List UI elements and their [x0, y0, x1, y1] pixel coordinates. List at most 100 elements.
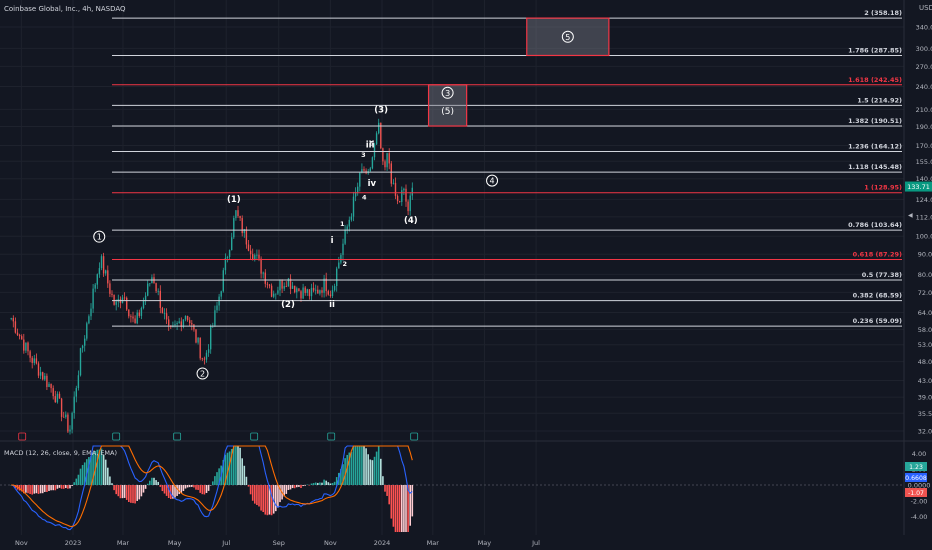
- macd-histogram-bar: [373, 456, 376, 485]
- candle-body: [25, 342, 27, 351]
- wave-label: (2): [281, 300, 295, 310]
- price-axis-label: 190.00: [916, 123, 932, 131]
- macd-histogram-bar: [119, 485, 122, 499]
- macd-histogram-bar: [90, 455, 92, 485]
- macd-histogram-bar: [398, 485, 401, 532]
- candle-body: [35, 358, 38, 364]
- macd-histogram-bar: [136, 485, 138, 501]
- price-axis-label: 58.00: [918, 326, 932, 334]
- earnings-marker[interactable]: [250, 432, 259, 441]
- macd-histogram-bar: [128, 485, 130, 503]
- macd-badge: [905, 462, 927, 471]
- macd-histogram-bar: [342, 464, 344, 485]
- macd-title: MACD (12, 26, close, 9, EMA, EMA): [4, 449, 117, 457]
- candle-body: [184, 315, 187, 320]
- candle-body: [350, 216, 353, 220]
- time-axis-label: Mar: [427, 539, 440, 547]
- macd-histogram-bar: [230, 448, 233, 485]
- candle-body: [98, 268, 101, 275]
- candle-body: [304, 287, 306, 293]
- candle-body: [136, 312, 138, 324]
- candle-body: [296, 288, 298, 293]
- earnings-marker[interactable]: [173, 432, 182, 441]
- candle-body: [264, 272, 266, 284]
- macd-histogram-bar: [46, 485, 48, 492]
- macd-histogram-bar: [329, 483, 332, 485]
- target-box[interactable]: [427, 84, 468, 127]
- candle-body: [310, 287, 313, 297]
- candle-body: [130, 316, 132, 318]
- earnings-marker[interactable]: [410, 432, 419, 441]
- candle-body: [71, 412, 73, 430]
- candle-body: [18, 334, 21, 337]
- macd-histogram-bar: [279, 485, 281, 503]
- macd-histogram-bar: [142, 485, 145, 493]
- macd-histogram-bar: [201, 485, 204, 495]
- macd-histogram-bar: [157, 481, 159, 485]
- candle-body: [31, 357, 33, 363]
- candle-body: [174, 324, 176, 326]
- candle-body: [361, 169, 363, 173]
- wave-label: iii: [366, 141, 375, 151]
- candle-body: [256, 254, 258, 256]
- candle-body: [228, 250, 231, 257]
- macd-histogram-bar: [117, 485, 120, 497]
- macd-axis-label: 4.00: [912, 450, 926, 458]
- fib-level-label: 1.786 (287.85): [848, 46, 902, 54]
- macd-histogram-bar: [386, 485, 388, 496]
- candle-body: [94, 284, 96, 289]
- macd-histogram-bar: [377, 446, 380, 485]
- earnings-marker[interactable]: [112, 432, 121, 441]
- macd-histogram-bar: [325, 480, 327, 485]
- candle-body: [279, 280, 281, 291]
- candle-body: [285, 286, 287, 287]
- candle-body: [56, 393, 59, 403]
- macd-line: [11, 445, 413, 531]
- candle-body: [312, 287, 315, 291]
- macd-axis: 4.002.000.0000-2.00-4.001.230.6608-1.07: [905, 450, 930, 521]
- macd-histogram-bar: [394, 485, 397, 532]
- macd-histogram-bar: [58, 485, 61, 488]
- wave-label: 2: [200, 370, 205, 379]
- candle-body: [289, 278, 292, 289]
- wave-label: ii: [329, 300, 335, 310]
- macd-histogram-bar: [146, 483, 149, 485]
- candle-body: [168, 319, 170, 326]
- target-box-circle: [441, 86, 454, 99]
- price-axis-label: 80.00: [918, 271, 932, 279]
- candle-body: [199, 337, 201, 359]
- macd-histogram-bar: [237, 446, 239, 485]
- macd-histogram-bar: [197, 485, 199, 490]
- candle-body: [138, 312, 140, 316]
- candle-body: [348, 219, 350, 227]
- last-price-badge: [905, 181, 932, 192]
- macd-histogram-bar: [249, 485, 252, 495]
- macd-histogram-bar: [25, 485, 27, 493]
- earnings-marker[interactable]: [18, 432, 27, 441]
- candle-body: [329, 294, 332, 297]
- candle-body: [21, 336, 23, 340]
- macd-axis-label: -4.00: [911, 513, 928, 521]
- macd-histogram-bar: [359, 446, 361, 485]
- macd-histogram-bar: [283, 485, 285, 497]
- macd-histogram-bar: [224, 454, 227, 485]
- candle-body: [270, 285, 273, 297]
- target-box[interactable]: [526, 17, 610, 57]
- fib-level-label: 1.118 (145.48): [848, 163, 902, 171]
- wave-label: (1): [227, 195, 241, 205]
- macd-histogram-bar: [243, 465, 246, 485]
- macd-histogram-bar: [291, 485, 294, 489]
- earnings-marker[interactable]: [327, 432, 336, 441]
- candle-body: [123, 297, 126, 299]
- candle-body: [182, 319, 185, 327]
- macd-histogram-bar: [411, 485, 414, 517]
- candle-body: [60, 398, 63, 417]
- candle-body: [338, 262, 340, 269]
- macd-histogram-bar: [266, 485, 269, 516]
- price-axis-label: 124.00: [916, 196, 932, 204]
- macd-histogram-bar: [388, 485, 390, 505]
- candle-body: [375, 133, 378, 145]
- macd-histogram-bar: [69, 485, 71, 489]
- target-box-circle: [561, 30, 574, 43]
